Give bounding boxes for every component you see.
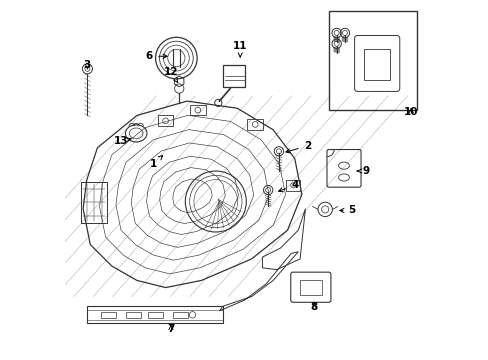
Text: 9: 9	[356, 166, 369, 176]
Text: 5: 5	[339, 206, 355, 216]
Text: 4: 4	[278, 180, 298, 192]
Text: 13: 13	[113, 136, 131, 145]
Text: 2: 2	[285, 141, 310, 153]
Text: 3: 3	[83, 60, 91, 70]
Text: 6: 6	[145, 51, 167, 61]
Text: 1: 1	[149, 156, 163, 169]
Text: 12: 12	[163, 67, 178, 83]
Text: 7: 7	[167, 324, 174, 334]
Text: 11: 11	[232, 41, 247, 57]
Text: 8: 8	[310, 302, 317, 312]
Text: 10: 10	[403, 107, 418, 117]
